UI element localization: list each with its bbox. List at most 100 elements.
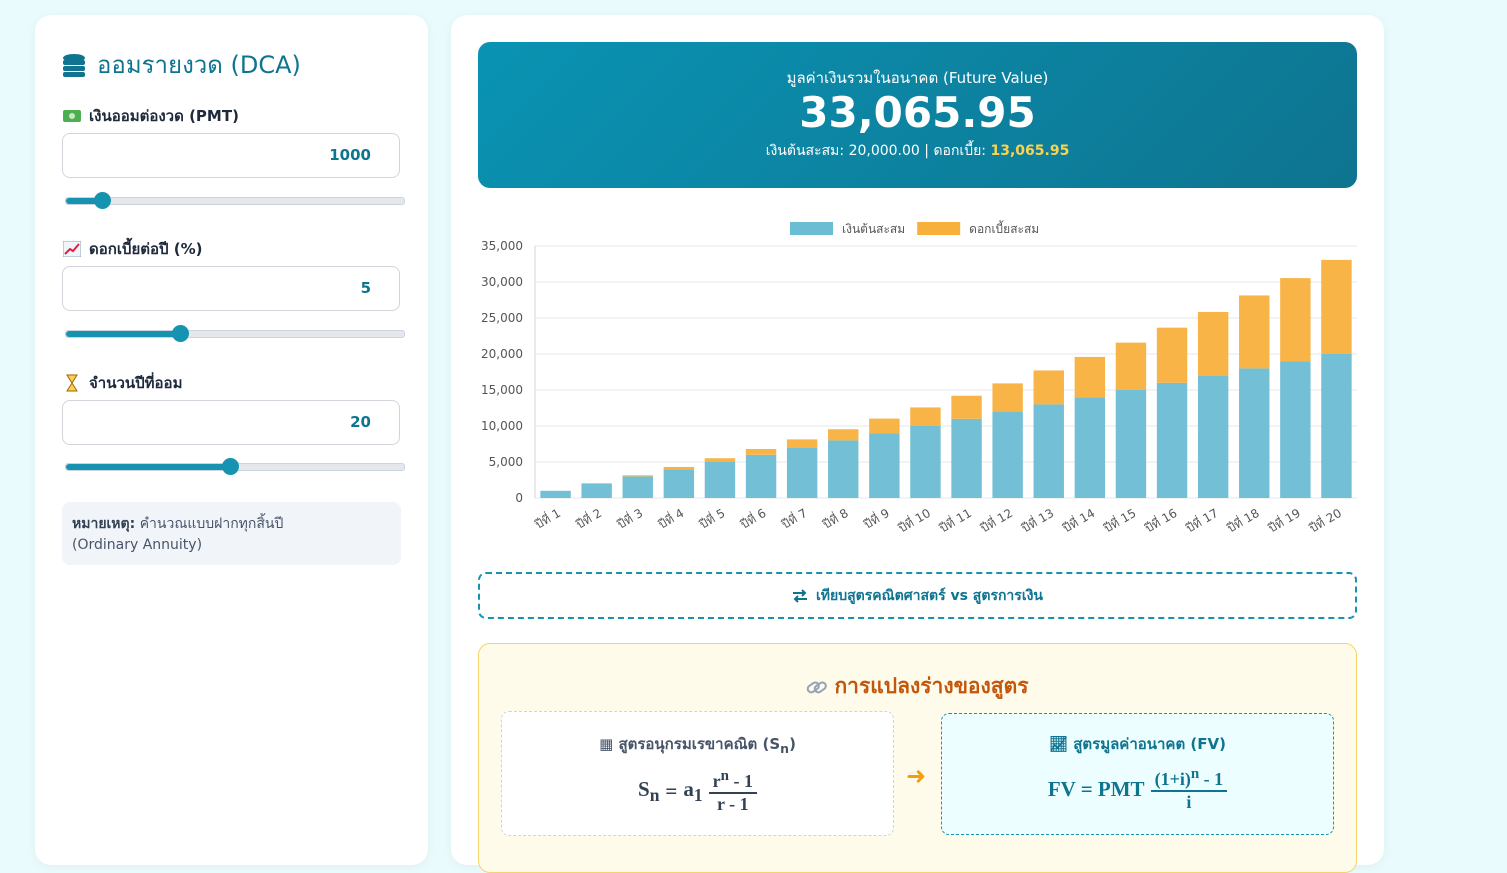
x-tick-label: ปีที่ 9 [860, 504, 892, 532]
note: หมายเหตุ: คำนวณแบบฝากทุกสิ้นปี (Ordinary… [62, 502, 401, 565]
title-end: ) [789, 735, 796, 753]
separator: | [924, 143, 929, 159]
den: i [1186, 792, 1191, 813]
num-rest: - 1 [1199, 769, 1223, 789]
bar-segment [1321, 354, 1351, 498]
bar-segment [1239, 295, 1269, 368]
x-tick: ปีที่ 9 [860, 504, 892, 532]
x-tick: ปีที่ 19 [1264, 504, 1302, 535]
x-tick-label: ปีที่ 16 [1141, 504, 1179, 535]
x-tick-label: ปีที่ 8 [819, 504, 851, 532]
y-tick-label: 20,000 [481, 347, 523, 361]
y-tick-label: 30,000 [481, 275, 523, 289]
num-rest: - 1 [729, 771, 753, 791]
rate-input[interactable]: 5 [62, 266, 400, 311]
note-label: หมายเหตุ: [72, 516, 135, 532]
x-tick-label: ปีที่ 11 [936, 504, 974, 535]
interest-value: 13,065.95 [990, 143, 1069, 159]
x-tick-label: ปีที่ 17 [1182, 504, 1220, 535]
math-formula: Sn = a1 rn - 1 r - 1 [638, 768, 757, 815]
years-input[interactable]: 20 [62, 400, 400, 445]
x-tick-label: ปีที่ 12 [977, 504, 1015, 535]
y-tick-label: 5,000 [489, 455, 523, 469]
x-tick-label: ปีที่ 7 [778, 504, 810, 532]
formula-title-text: การแปลงร่างของสูตร [834, 674, 1028, 698]
bar-segment [910, 407, 940, 426]
bar-segment [1198, 312, 1228, 376]
title-text: สูตรมูลค่าอนาคต (FV) [1073, 735, 1226, 753]
x-tick-label: ปีที่ 2 [572, 504, 604, 532]
field-label: ดอกเบี้ยต่อปี (%) [63, 237, 203, 261]
field-label: เงินออมต่องวด (PMT) [63, 104, 239, 128]
lhs: FV = PMT [1048, 777, 1145, 802]
result-title: มูลค่าเงินรวมในอนาคต (Future Value) [478, 66, 1357, 90]
x-tick: ปีที่ 8 [819, 504, 851, 532]
years-slider[interactable] [65, 463, 405, 471]
bar-segment [1321, 260, 1351, 354]
x-tick-label: ปีที่ 1 [531, 504, 563, 532]
bar-segment [869, 433, 899, 498]
x-tick: ปีที่ 16 [1141, 504, 1179, 535]
x-tick: ปีที่ 6 [737, 504, 769, 532]
pmt-slider[interactable] [65, 197, 405, 205]
lhs: S [638, 777, 650, 801]
note-text: คำนวณแบบฝากทุกสิ้นปี [140, 516, 284, 532]
y-tick-label: 35,000 [481, 239, 523, 253]
bar-segment [705, 462, 735, 498]
bar-segment [787, 448, 817, 498]
x-tick: ปีที่ 20 [1305, 504, 1343, 535]
x-tick: ปีที่ 17 [1182, 504, 1220, 535]
x-tick-label: ปีที่ 20 [1305, 504, 1343, 535]
x-tick-label: ปีที่ 18 [1223, 504, 1261, 535]
den: r - 1 [717, 794, 749, 815]
x-tick-label: ปีที่ 13 [1018, 504, 1056, 535]
x-tick: ปีที่ 15 [1100, 504, 1138, 535]
y-tick-label: 15,000 [481, 383, 523, 397]
fraction: rn - 1 r - 1 [709, 768, 757, 815]
sidebar-title: ออมรายงวด (DCA) [97, 45, 301, 84]
x-tick: ปีที่ 12 [977, 504, 1015, 535]
x-tick: ปีที่ 5 [696, 504, 728, 532]
title-sub: n [780, 741, 789, 756]
coef-sub: 1 [694, 785, 703, 805]
x-tick: ปีที่ 3 [613, 504, 645, 532]
result-breakdown: เงินต้นสะสม: 20,000.00 | ดอกเบี้ย: 13,06… [478, 140, 1357, 162]
bar-segment [828, 429, 858, 440]
num-sup: n [721, 768, 729, 784]
bar-segment [951, 396, 981, 419]
bar-segment [992, 383, 1022, 411]
bar-segment [623, 475, 653, 476]
bar-segment [1157, 328, 1187, 383]
bar-segment [910, 426, 940, 498]
num-sup: n [1191, 766, 1199, 782]
principal-label: เงินต้นสะสม: [766, 143, 844, 159]
sidebar-header: ออมรายงวด (DCA) [61, 45, 301, 84]
fraction: (1+i)n - 1 i [1151, 766, 1228, 813]
bar-segment [992, 412, 1022, 498]
x-tick: ปีที่ 2 [572, 504, 604, 532]
result-value: 33,065.95 [478, 90, 1357, 136]
x-tick: ปีที่ 13 [1018, 504, 1056, 535]
num: (1+i) [1155, 769, 1191, 789]
arrow: ➜ [906, 762, 926, 790]
bar-segment [746, 455, 776, 498]
bar-segment [664, 469, 694, 498]
x-tick-label: ปีที่ 5 [696, 504, 728, 532]
bar-segment [828, 440, 858, 498]
bar-segment [664, 467, 694, 469]
bar-segment [1034, 404, 1064, 498]
result-box: มูลค่าเงินรวมในอนาคต (Future Value) 33,0… [478, 42, 1357, 188]
interest-label: ดอกเบี้ย: [933, 143, 986, 159]
bar-segment [1075, 397, 1105, 498]
title-text: สูตรอนุกรมเรขาคณิต (S [618, 735, 780, 753]
pmt-input[interactable]: 1000 [62, 133, 400, 178]
rate-slider[interactable] [65, 330, 405, 338]
x-tick-label: ปีที่ 4 [655, 504, 687, 532]
principal-value: 20,000.00 [849, 143, 920, 159]
compare-button[interactable]: เทียบสูตรคณิตศาสตร์ vs สูตรการเงิน [478, 572, 1357, 619]
x-tick-label: ปีที่ 14 [1059, 504, 1097, 535]
coef: a [683, 777, 694, 801]
bar-segment [1157, 383, 1187, 498]
x-tick-label: ปีที่ 10 [894, 504, 932, 535]
formula-panel: การแปลงร่างของสูตร ▦ สูตรอนุกรมเรขาคณิต … [478, 643, 1357, 873]
